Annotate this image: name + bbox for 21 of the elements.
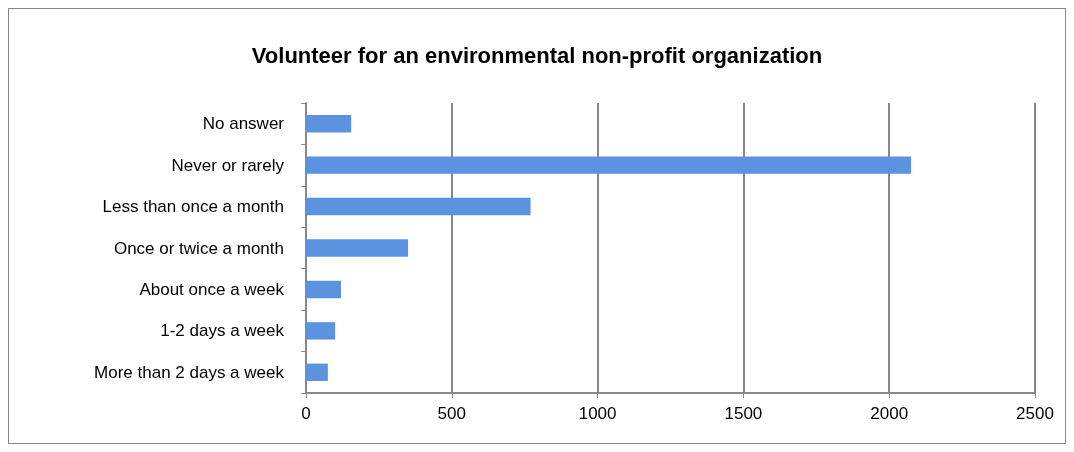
bar xyxy=(306,115,352,133)
y-tick-label: More than 2 days a week xyxy=(94,362,285,382)
y-tick-label: 1-2 days a week xyxy=(160,321,285,341)
bar xyxy=(306,156,912,174)
bar xyxy=(306,197,531,216)
y-tick-label: Less than once a month xyxy=(102,197,284,217)
x-tick-label: 1500 xyxy=(724,404,763,423)
bar xyxy=(306,280,341,299)
x-tick-label: 1000 xyxy=(578,404,617,423)
y-tick-label: Once or twice a month xyxy=(113,238,284,258)
y-tick-label: Never or rarely xyxy=(171,155,285,175)
x-tick-label: 500 xyxy=(437,404,466,423)
y-tick-label: About once a week xyxy=(139,279,285,299)
x-tick-label: 2500 xyxy=(1016,404,1054,423)
bar xyxy=(306,322,336,340)
x-tick-label: 2000 xyxy=(870,404,909,423)
chart-title: Volunteer for an environmental non-profit organization xyxy=(251,42,823,68)
bar xyxy=(306,363,328,381)
bar xyxy=(306,239,409,257)
y-tick-label: No answer xyxy=(202,114,285,134)
x-tick-label: 0 xyxy=(301,404,311,423)
